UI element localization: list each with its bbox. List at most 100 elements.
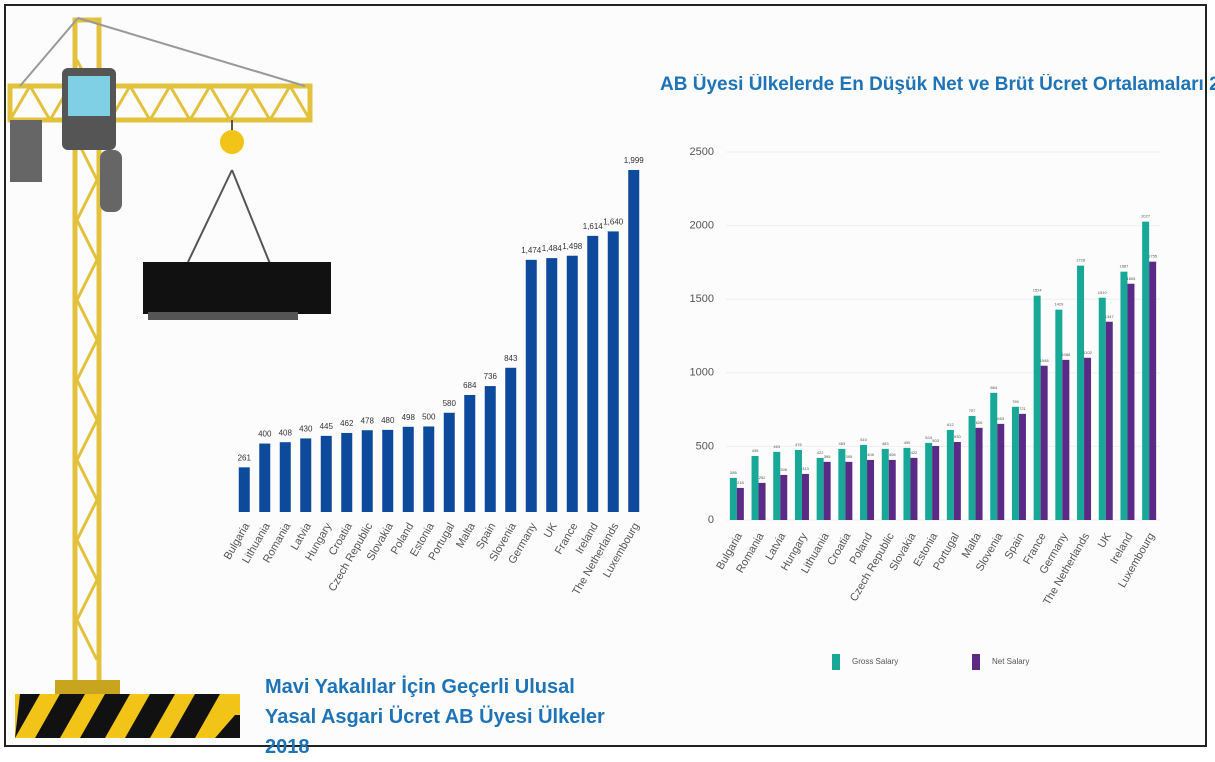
bar	[320, 435, 332, 512]
value-label: 864	[990, 385, 997, 390]
bar	[975, 427, 983, 520]
bar	[382, 429, 394, 512]
bar	[484, 386, 496, 512]
value-label: 483	[882, 441, 889, 446]
bar	[1040, 365, 1048, 520]
bar	[758, 482, 766, 520]
value-label: 1,999	[624, 156, 645, 165]
bar	[860, 444, 868, 520]
legend-label: Net Salary	[992, 657, 1029, 666]
value-label: 1687	[1119, 264, 1129, 269]
value-label: 1048	[1040, 358, 1050, 363]
bar	[881, 448, 889, 520]
value-label: 769	[1012, 399, 1019, 404]
bar	[903, 447, 911, 520]
x-tick-label: UK	[542, 520, 560, 540]
bar	[816, 457, 824, 520]
bar	[838, 448, 846, 520]
value-label: 445	[320, 422, 334, 431]
value-label: 1429	[1054, 302, 1064, 307]
value-label: 490	[904, 440, 911, 445]
legend-label: Gross Salary	[852, 657, 898, 666]
value-label: 1728	[1076, 258, 1086, 263]
value-label: 843	[504, 354, 518, 363]
value-label: 503	[932, 438, 939, 443]
y-tick-label: 2500	[690, 146, 714, 158]
value-label: 435	[752, 448, 759, 453]
bar	[464, 394, 476, 512]
value-label: 306	[780, 467, 787, 472]
bar	[910, 457, 918, 520]
value-label: 1605	[1126, 276, 1136, 281]
value-label: 1102	[1083, 350, 1092, 355]
bar	[443, 412, 455, 512]
bar	[546, 258, 558, 512]
bar	[587, 235, 599, 513]
value-label: 480	[381, 416, 395, 425]
bar	[801, 473, 809, 520]
value-label: 286	[730, 470, 737, 475]
value-label: 218	[737, 480, 744, 485]
bar	[505, 367, 517, 512]
value-label: 395	[846, 454, 853, 459]
bar	[1018, 413, 1026, 520]
value-label: 408	[279, 428, 293, 437]
value-label: 430	[299, 425, 313, 434]
bar	[968, 415, 976, 520]
bar	[773, 451, 781, 520]
value-label: 626	[976, 420, 983, 425]
bar	[925, 442, 933, 520]
y-tick-label: 0	[708, 514, 714, 526]
bar	[997, 423, 1005, 520]
y-tick-label: 1500	[690, 293, 714, 305]
value-label: 261	[238, 453, 252, 462]
bar	[402, 426, 414, 512]
value-label: 530	[954, 434, 961, 439]
bar	[953, 441, 961, 520]
value-label: 1088	[1061, 352, 1071, 357]
bar	[946, 429, 954, 520]
y-tick-label: 1000	[690, 367, 714, 379]
bar	[729, 477, 737, 520]
bar	[628, 170, 640, 512]
legend-swatch	[832, 654, 840, 670]
value-label: 1,614	[583, 222, 604, 231]
value-label: 510	[860, 437, 867, 442]
value-label: 1347	[1105, 314, 1115, 319]
value-label: 463	[773, 444, 780, 449]
value-label: 483	[839, 441, 846, 446]
value-label: 462	[340, 419, 354, 428]
bar	[1062, 359, 1070, 520]
value-label: 1,474	[521, 246, 542, 255]
bar	[1149, 261, 1157, 520]
value-label: 476	[795, 442, 802, 447]
value-label: 1524	[1033, 288, 1043, 293]
bar	[361, 430, 373, 512]
value-label: 1,498	[562, 242, 583, 251]
y-tick-label: 500	[696, 440, 714, 452]
bar	[238, 467, 250, 512]
page	[4, 4, 1207, 747]
value-label: 500	[422, 413, 436, 422]
bar	[823, 461, 831, 520]
bar	[751, 455, 759, 520]
right-chart-title: AB Üyesi Ülkelerde En Düşük Net ve Brüt …	[660, 74, 1215, 95]
bar	[259, 443, 271, 512]
value-label: 498	[402, 413, 416, 422]
bar	[1011, 406, 1019, 520]
value-label: 422	[911, 450, 918, 455]
bar	[1033, 295, 1041, 520]
value-label: 1510	[1098, 290, 1108, 295]
value-label: 707	[969, 408, 976, 413]
value-label: 612	[947, 422, 954, 427]
bar	[300, 438, 312, 512]
value-label: 1,484	[542, 244, 563, 253]
value-label: 684	[463, 381, 477, 390]
value-label: 721	[1019, 406, 1026, 411]
value-label: 478	[361, 416, 375, 425]
value-label: 422	[817, 450, 824, 455]
value-label: 736	[484, 372, 498, 381]
x-tick-label: UK	[1096, 530, 1114, 550]
crane	[7, 17, 331, 738]
